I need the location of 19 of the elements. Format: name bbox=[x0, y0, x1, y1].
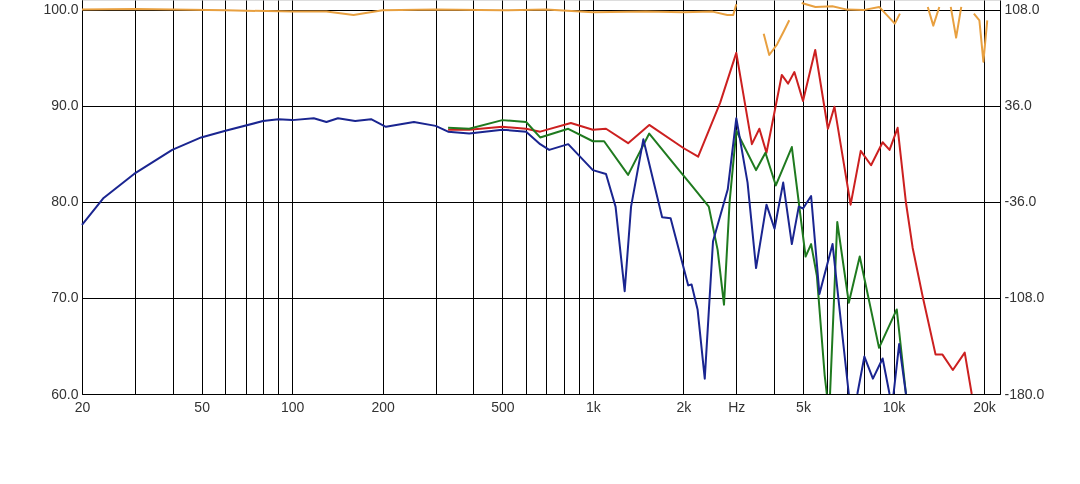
y-tick-label: 70.0 bbox=[51, 289, 79, 306]
x-tick-label: 50 bbox=[194, 398, 211, 415]
y2-tick-label: 108.0 bbox=[1004, 1, 1040, 18]
x-tick-label: 1k bbox=[585, 398, 602, 415]
x-tick-label: 10k bbox=[882, 398, 907, 415]
y-tick-label: 80.0 bbox=[51, 193, 79, 210]
x-tick-label: 200 bbox=[371, 398, 396, 415]
x-tick-label: 500 bbox=[491, 398, 515, 415]
y2-tick-label: 36.0 bbox=[1004, 97, 1032, 114]
x-tick-label: Hz bbox=[728, 398, 746, 415]
x-tick-label: 20k bbox=[973, 398, 997, 415]
x-tick-label: 100 bbox=[280, 398, 305, 415]
x-tick-label: 5k bbox=[796, 398, 812, 415]
y2-tick-label: -108.0 bbox=[1004, 289, 1045, 306]
y2-tick-label: -180.0 bbox=[1004, 385, 1045, 402]
y2-tick-label: -36.0 bbox=[1004, 193, 1037, 210]
y-tick-label: 100.0 bbox=[43, 1, 79, 18]
x-tick-label: 2k bbox=[676, 398, 693, 415]
y-tick-label: 90.0 bbox=[51, 97, 79, 114]
